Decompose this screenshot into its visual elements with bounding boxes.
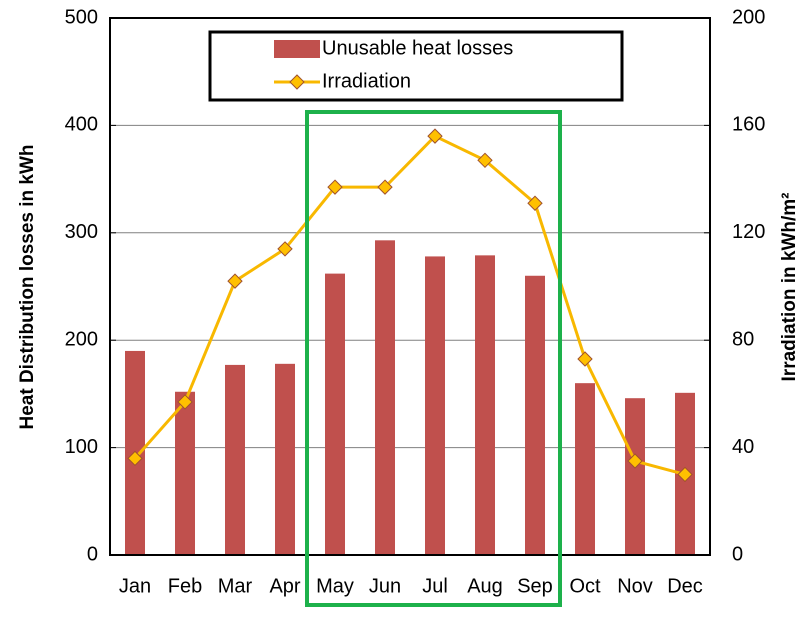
y-tick-label: 400 <box>65 114 98 136</box>
x-tick-label: Jun <box>369 575 401 597</box>
marker <box>427 128 443 144</box>
y2-tick-label: 80 <box>732 328 754 350</box>
marker <box>627 453 643 469</box>
bar <box>325 273 345 555</box>
y-axis-label: Heat Distribution losses in kWh <box>17 144 38 429</box>
y-tick-label: 200 <box>65 328 98 350</box>
y2-tick-label: 0 <box>732 543 743 565</box>
y-tick-label: 100 <box>65 436 98 458</box>
y-tick-label: 500 <box>65 6 98 28</box>
marker <box>177 394 193 410</box>
legend-marker <box>289 74 305 90</box>
marker <box>127 450 143 467</box>
y-tick-label: 300 <box>65 221 98 243</box>
bar <box>225 364 245 555</box>
x-tick-label: Aug <box>467 575 503 597</box>
bar <box>175 391 195 555</box>
bar <box>575 383 595 555</box>
bar <box>375 240 395 555</box>
marker <box>277 241 293 257</box>
y2-tick-label: 40 <box>732 436 754 458</box>
x-tick-label: Jan <box>119 575 151 597</box>
marker <box>227 273 243 289</box>
y2-axis-label: Irradiation in kWh/m² <box>779 193 800 382</box>
marker <box>377 179 393 195</box>
legend-swatch <box>274 40 320 58</box>
bar <box>475 255 495 555</box>
bar <box>425 256 445 555</box>
legend-label: Irradiation <box>322 70 411 92</box>
y2-tick-label: 120 <box>732 221 765 243</box>
x-tick-label: Feb <box>168 575 202 597</box>
bar <box>525 275 545 555</box>
y-tick-label: 0 <box>87 543 98 565</box>
x-tick-label: Jul <box>422 575 448 597</box>
x-tick-label: May <box>316 575 354 597</box>
x-tick-label: Oct <box>569 575 601 597</box>
y2-tick-label: 160 <box>732 114 765 136</box>
marker <box>577 351 593 367</box>
marker <box>327 179 343 195</box>
x-tick-label: Dec <box>667 575 703 597</box>
x-tick-label: Sep <box>517 575 553 597</box>
line <box>133 134 686 476</box>
highlight-box <box>305 110 562 607</box>
x-tick-label: Apr <box>269 575 300 597</box>
legend-label: Unusable heat losses <box>322 37 513 59</box>
bar <box>275 363 295 555</box>
marker <box>477 152 493 169</box>
x-tick-label: Nov <box>617 575 653 597</box>
marker <box>677 466 693 483</box>
plot-frame <box>109 17 711 556</box>
y2-tick-label: 200 <box>732 6 765 28</box>
x-tick-label: Mar <box>218 575 253 597</box>
bar <box>625 398 645 555</box>
marker <box>527 195 543 211</box>
